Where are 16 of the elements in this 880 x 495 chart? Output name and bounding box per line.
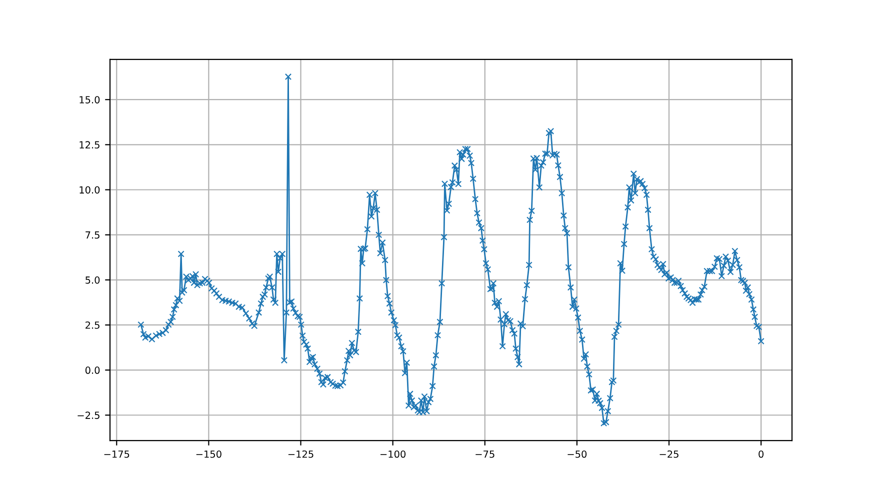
y-tick-label: 15.0 (80, 96, 100, 104)
y-tick-label: −2.5 (78, 412, 100, 419)
y-tick-label: 5.0 (86, 276, 100, 284)
y-tick-label: 0.0 (85, 366, 100, 374)
x-tick-label: −175 (104, 450, 130, 458)
y-tick-label: 12.5 (80, 141, 100, 149)
y-tick-label: 10.0 (80, 186, 100, 194)
x-tick-label: −75 (476, 450, 494, 458)
x-tick-label: −100 (380, 450, 406, 458)
y-tick-label: 7.5 (86, 231, 100, 239)
y-tick-label: 2.5 (86, 321, 100, 329)
x-tick-label: 0 (758, 450, 764, 458)
x-tick-label: −25 (660, 450, 678, 458)
x-tick-label: −150 (196, 450, 222, 458)
x-tick-label: −125 (288, 450, 314, 458)
x-tick-label: −50 (568, 450, 587, 458)
